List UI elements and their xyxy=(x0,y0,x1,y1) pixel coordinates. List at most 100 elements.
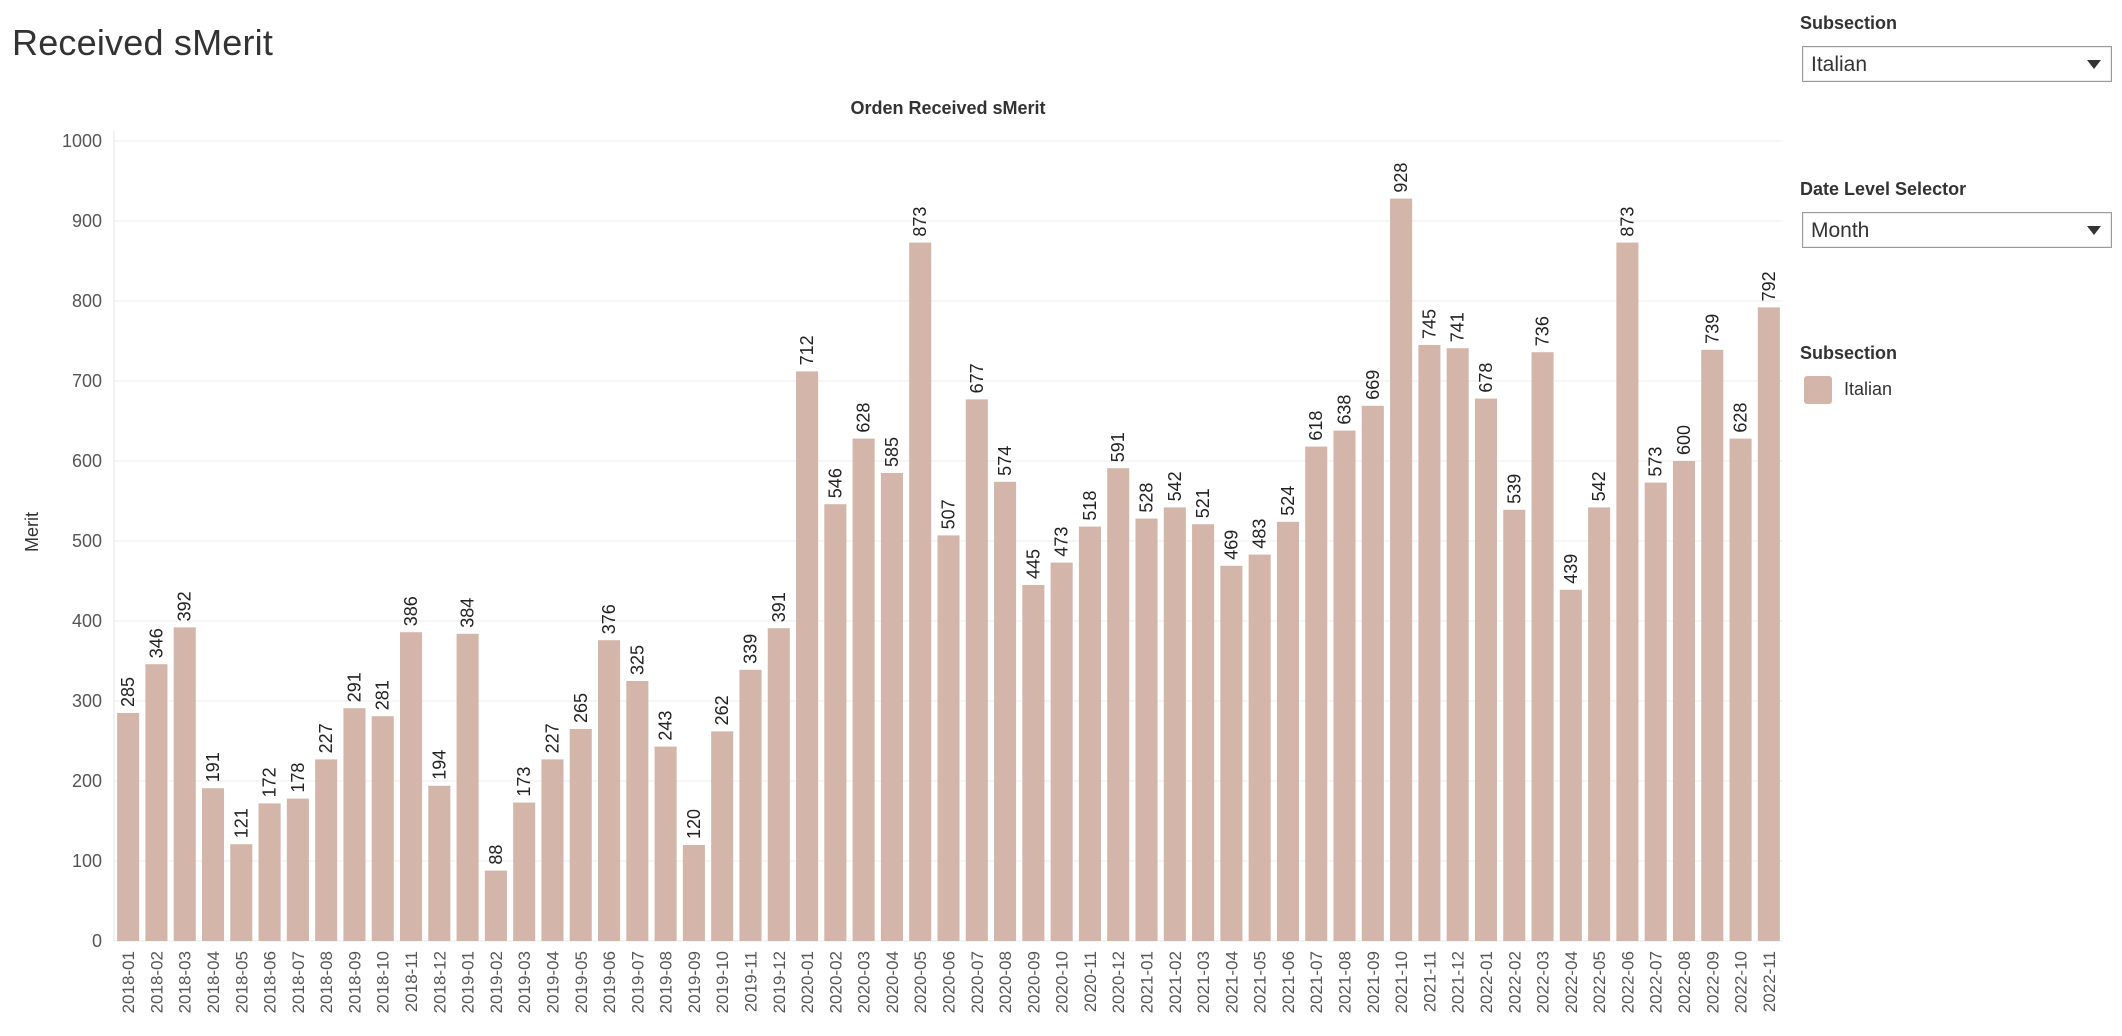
bar-2020-07[interactable] xyxy=(965,399,988,941)
bar-2022-10[interactable] xyxy=(1729,438,1752,941)
x-tick-label: 2020-04 xyxy=(883,951,902,1013)
bar-2018-06[interactable] xyxy=(258,803,281,941)
subsection-dropdown[interactable]: Italian xyxy=(1802,46,2112,82)
value-label: 591 xyxy=(1108,432,1128,462)
bar-2021-10[interactable] xyxy=(1390,198,1413,942)
bar-2018-09[interactable] xyxy=(343,708,366,941)
bar-2019-04[interactable] xyxy=(541,759,564,941)
bar-2019-03[interactable] xyxy=(513,802,536,941)
bar-2021-01[interactable] xyxy=(1135,518,1158,941)
value-label: 507 xyxy=(939,499,959,529)
x-tick-label: 2021-01 xyxy=(1138,951,1157,1013)
bar-2019-07[interactable] xyxy=(626,681,649,941)
bar-2020-03[interactable] xyxy=(852,438,875,941)
x-tick-label: 2022-06 xyxy=(1618,951,1637,1013)
bar-2022-07[interactable] xyxy=(1644,482,1667,941)
bar-2019-12[interactable] xyxy=(767,628,790,941)
value-label: 542 xyxy=(1589,471,1609,501)
value-label: 585 xyxy=(882,437,902,467)
x-tick-label: 2022-07 xyxy=(1647,951,1666,1013)
bar-2021-02[interactable] xyxy=(1163,507,1186,941)
x-tick-label: 2020-09 xyxy=(1024,951,1043,1013)
y-tick-label: 600 xyxy=(72,451,102,471)
x-tick-label: 2021-10 xyxy=(1392,951,1411,1013)
legend-title: Subsection xyxy=(1800,343,1898,363)
bar-2020-08[interactable] xyxy=(994,481,1017,941)
date-level-dropdown[interactable]: Month xyxy=(1802,212,2112,248)
value-label: 618 xyxy=(1306,411,1326,441)
bar-2018-12[interactable] xyxy=(428,785,451,941)
bar-2021-07[interactable] xyxy=(1305,446,1328,941)
value-label: 386 xyxy=(401,596,421,626)
x-tick-label: 2020-02 xyxy=(826,951,845,1013)
chevron-down-icon xyxy=(2087,226,2101,235)
value-labels: 285 346 392 191 121 172 178 227 291 281 386 194 384 8… xyxy=(118,163,1779,865)
bar-2021-08[interactable] xyxy=(1333,430,1356,941)
bar-2021-05[interactable] xyxy=(1248,554,1271,941)
bar-2018-07[interactable] xyxy=(286,798,309,941)
bar-2018-10[interactable] xyxy=(371,716,394,941)
value-label: 628 xyxy=(854,403,874,433)
bar-2022-03[interactable] xyxy=(1531,352,1554,941)
bar-2019-02[interactable] xyxy=(484,870,507,941)
bar-2018-01[interactable] xyxy=(117,713,140,941)
bar-2018-02[interactable] xyxy=(145,664,168,941)
value-label: 227 xyxy=(316,723,336,753)
chevron-down-icon xyxy=(2087,60,2101,69)
bar-2020-10[interactable] xyxy=(1050,562,1073,941)
bar-2022-05[interactable] xyxy=(1588,507,1611,941)
value-label: 178 xyxy=(288,763,308,793)
bar-2020-05[interactable] xyxy=(909,242,932,942)
value-label: 265 xyxy=(571,693,591,723)
bar-2019-06[interactable] xyxy=(598,640,621,941)
bar-2020-04[interactable] xyxy=(880,473,903,941)
bar-2020-12[interactable] xyxy=(1107,468,1130,941)
value-label: 339 xyxy=(740,634,760,664)
value-label: 483 xyxy=(1250,519,1270,549)
bar-2022-11[interactable] xyxy=(1757,307,1780,941)
bar-2022-08[interactable] xyxy=(1672,461,1696,941)
value-label: 384 xyxy=(458,598,478,628)
value-label: 439 xyxy=(1561,554,1581,584)
bar-2020-01[interactable] xyxy=(796,371,819,941)
bar-2022-01[interactable] xyxy=(1474,398,1497,942)
bar-2019-01[interactable] xyxy=(456,633,479,941)
bar-2022-02[interactable] xyxy=(1503,509,1526,941)
bar-2021-09[interactable] xyxy=(1361,405,1384,941)
chart-title: Orden Received sMerit xyxy=(850,98,1045,118)
bar-2022-04[interactable] xyxy=(1559,589,1582,941)
y-tick-label: 900 xyxy=(72,211,102,231)
bar-2018-04[interactable] xyxy=(201,788,225,941)
x-tick-label: 2019-01 xyxy=(459,951,478,1013)
value-label: 928 xyxy=(1391,163,1411,193)
value-label: 712 xyxy=(797,335,817,365)
bar-2019-10[interactable] xyxy=(711,731,734,941)
bar-2018-05[interactable] xyxy=(230,844,253,941)
bar-2020-09[interactable] xyxy=(1022,585,1045,941)
bar-2021-06[interactable] xyxy=(1276,521,1299,941)
bar-2020-06[interactable] xyxy=(937,535,960,941)
value-label: 528 xyxy=(1137,483,1157,513)
value-label: 281 xyxy=(373,680,393,710)
bar-2022-06[interactable] xyxy=(1616,242,1639,942)
bar-2022-09[interactable] xyxy=(1701,349,1724,941)
bar-2020-02[interactable] xyxy=(824,504,847,941)
bar-2021-11[interactable] xyxy=(1418,345,1441,941)
y-tick-label: 800 xyxy=(72,291,102,311)
bar-2018-11[interactable] xyxy=(399,632,423,941)
bar-2019-05[interactable] xyxy=(569,729,592,941)
subsection-dropdown-value: Italian xyxy=(1811,53,1868,76)
bar-2020-11[interactable] xyxy=(1078,526,1101,941)
bar-2019-09[interactable] xyxy=(682,845,705,941)
value-label: 391 xyxy=(769,592,789,622)
value-label: 873 xyxy=(1617,207,1637,237)
bar-2019-08[interactable] xyxy=(654,746,677,941)
bar-2018-03[interactable] xyxy=(173,627,196,941)
bar-2018-08[interactable] xyxy=(315,759,338,941)
bar-2021-03[interactable] xyxy=(1192,524,1215,941)
bar-2021-12[interactable] xyxy=(1446,348,1469,941)
bar-2021-04[interactable] xyxy=(1220,565,1243,941)
bar-2019-11[interactable] xyxy=(739,669,762,941)
value-label: 172 xyxy=(260,767,280,797)
value-label: 873 xyxy=(910,207,930,237)
